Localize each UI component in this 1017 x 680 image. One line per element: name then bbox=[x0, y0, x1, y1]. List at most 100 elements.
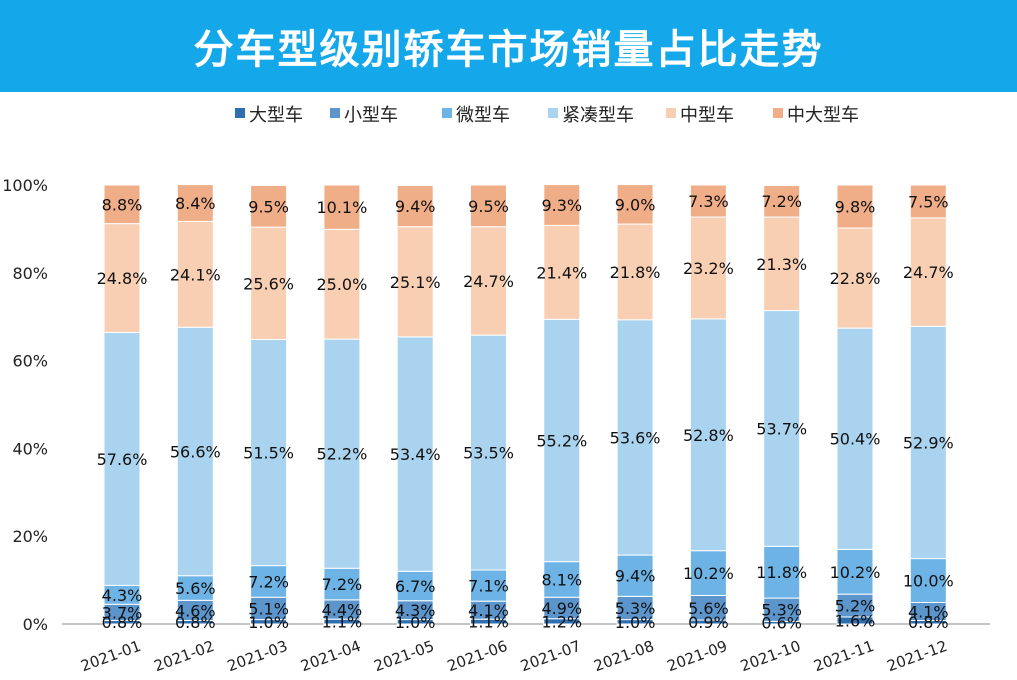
bar-segment bbox=[763, 216, 801, 312]
data-label: 10.0% bbox=[903, 572, 954, 591]
data-label: 25.0% bbox=[316, 275, 367, 294]
bar-segment bbox=[250, 184, 288, 228]
data-label: 21.4% bbox=[536, 263, 587, 282]
data-label: 7.5% bbox=[908, 192, 949, 211]
data-label: 9.3% bbox=[541, 196, 582, 215]
data-label: 4.3% bbox=[102, 586, 143, 605]
data-label: 1.6% bbox=[835, 611, 876, 630]
x-tick-label: 2021-06 bbox=[445, 637, 510, 675]
x-tick-label: 2021-04 bbox=[298, 637, 363, 675]
y-tick-label: 20% bbox=[12, 527, 48, 546]
data-label: 25.1% bbox=[390, 273, 441, 292]
data-label: 24.1% bbox=[170, 265, 221, 284]
x-tick-label: 2021-10 bbox=[738, 637, 803, 675]
bar-segment bbox=[763, 184, 801, 218]
data-label: 50.4% bbox=[830, 430, 881, 449]
data-label: 5.6% bbox=[688, 599, 729, 618]
data-label: 24.7% bbox=[903, 263, 954, 282]
y-tick-label: 80% bbox=[12, 264, 48, 283]
data-label: 7.2% bbox=[761, 192, 802, 211]
data-label: 52.9% bbox=[903, 433, 954, 452]
data-label: 0.8% bbox=[175, 613, 216, 632]
legend-swatch-3 bbox=[548, 108, 558, 118]
x-tick-label: 2021-03 bbox=[225, 637, 290, 675]
legend-label-2: 微型车 bbox=[456, 105, 510, 126]
data-labels: 0.8%3.7%4.3%57.6%24.8%8.8%0.8%4.6%5.6%56… bbox=[97, 192, 954, 633]
data-label: 5.3% bbox=[761, 601, 802, 620]
x-tick-label: 2021-09 bbox=[665, 637, 730, 675]
data-label: 24.8% bbox=[97, 269, 148, 288]
legend-swatch-1 bbox=[330, 108, 340, 118]
bar-segment bbox=[909, 325, 947, 560]
data-label: 55.2% bbox=[536, 431, 587, 450]
data-label: 52.2% bbox=[316, 445, 367, 464]
legend-label-4: 中型车 bbox=[680, 105, 734, 126]
data-label: 6.7% bbox=[395, 577, 436, 596]
x-tick-label: 2021-01 bbox=[78, 637, 143, 675]
bar-segment bbox=[470, 569, 507, 602]
bar-segment bbox=[689, 550, 727, 596]
bar-segment bbox=[103, 332, 141, 586]
bar-segment bbox=[616, 319, 654, 556]
data-label: 9.5% bbox=[248, 197, 289, 216]
bar-segment bbox=[543, 224, 581, 320]
data-label: 10.2% bbox=[683, 564, 734, 583]
data-label: 53.6% bbox=[610, 428, 661, 447]
bar-segment bbox=[909, 558, 947, 603]
bar-segment bbox=[543, 184, 581, 226]
data-label: 10.2% bbox=[830, 563, 881, 582]
x-tick-label: 2021-02 bbox=[152, 637, 217, 675]
data-label: 7.1% bbox=[468, 577, 509, 596]
bar-segment bbox=[909, 184, 947, 219]
x-axis-ticks: 2021-01 2021-02 2021-03 2021-04 2021-05 2021-… bbox=[78, 637, 949, 675]
y-tick-label: 0% bbox=[23, 615, 48, 634]
title-banner: 分车型级别轿车市场销量占比走势 bbox=[0, 0, 1017, 92]
data-label: 1.0% bbox=[615, 613, 656, 632]
data-label: 9.5% bbox=[468, 197, 509, 216]
data-label: 23.2% bbox=[683, 259, 734, 278]
data-label: 21.8% bbox=[610, 263, 661, 282]
data-label: 9.4% bbox=[615, 567, 656, 586]
legend-swatch-0 bbox=[235, 108, 245, 118]
legend-label-0: 大型车 bbox=[249, 105, 303, 126]
data-label: 7.3% bbox=[688, 192, 729, 211]
bar-segment bbox=[323, 338, 361, 569]
legend-swatch-5 bbox=[773, 108, 783, 118]
legend-swatch-4 bbox=[666, 108, 676, 118]
bar-segment bbox=[616, 223, 654, 321]
data-label: 52.8% bbox=[683, 426, 734, 445]
bar-segment bbox=[836, 327, 874, 550]
data-label: 1.1% bbox=[322, 613, 363, 632]
bar-segment bbox=[103, 184, 141, 225]
data-label: 4.1% bbox=[908, 602, 949, 621]
data-label: 5.6% bbox=[175, 579, 216, 598]
data-label: 1.0% bbox=[248, 613, 289, 632]
data-label: 3.7% bbox=[102, 603, 143, 622]
data-label: 11.8% bbox=[756, 563, 807, 582]
data-label: 5.1% bbox=[248, 599, 289, 618]
bar-segment bbox=[689, 594, 727, 621]
bar-segment bbox=[323, 567, 361, 601]
y-tick-label: 60% bbox=[12, 352, 48, 371]
bar-segment bbox=[836, 227, 874, 329]
legend-label-1: 小型车 bbox=[344, 105, 398, 126]
bars bbox=[62, 184, 990, 625]
data-label: 5.3% bbox=[615, 599, 656, 618]
data-label: 53.5% bbox=[463, 444, 514, 463]
data-label: 5.2% bbox=[835, 597, 876, 616]
data-label: 9.0% bbox=[615, 195, 656, 214]
legend-swatch-2 bbox=[442, 108, 452, 118]
bar-segment bbox=[250, 339, 288, 567]
bar-segment bbox=[616, 184, 654, 225]
legend-label-5: 中大型车 bbox=[787, 105, 859, 126]
x-tick-label: 2021-05 bbox=[372, 637, 437, 675]
bar-segment bbox=[250, 226, 288, 341]
bar-segment bbox=[176, 326, 214, 577]
data-label: 7.2% bbox=[248, 572, 289, 591]
data-label: 4.6% bbox=[175, 601, 216, 620]
legend-label-3: 紧凑型车 bbox=[562, 105, 634, 126]
data-label: 24.7% bbox=[463, 272, 514, 291]
y-axis-ticks: 0% 20% 40% 60% 80% 100% bbox=[2, 176, 48, 634]
data-label: 21.3% bbox=[756, 255, 807, 274]
